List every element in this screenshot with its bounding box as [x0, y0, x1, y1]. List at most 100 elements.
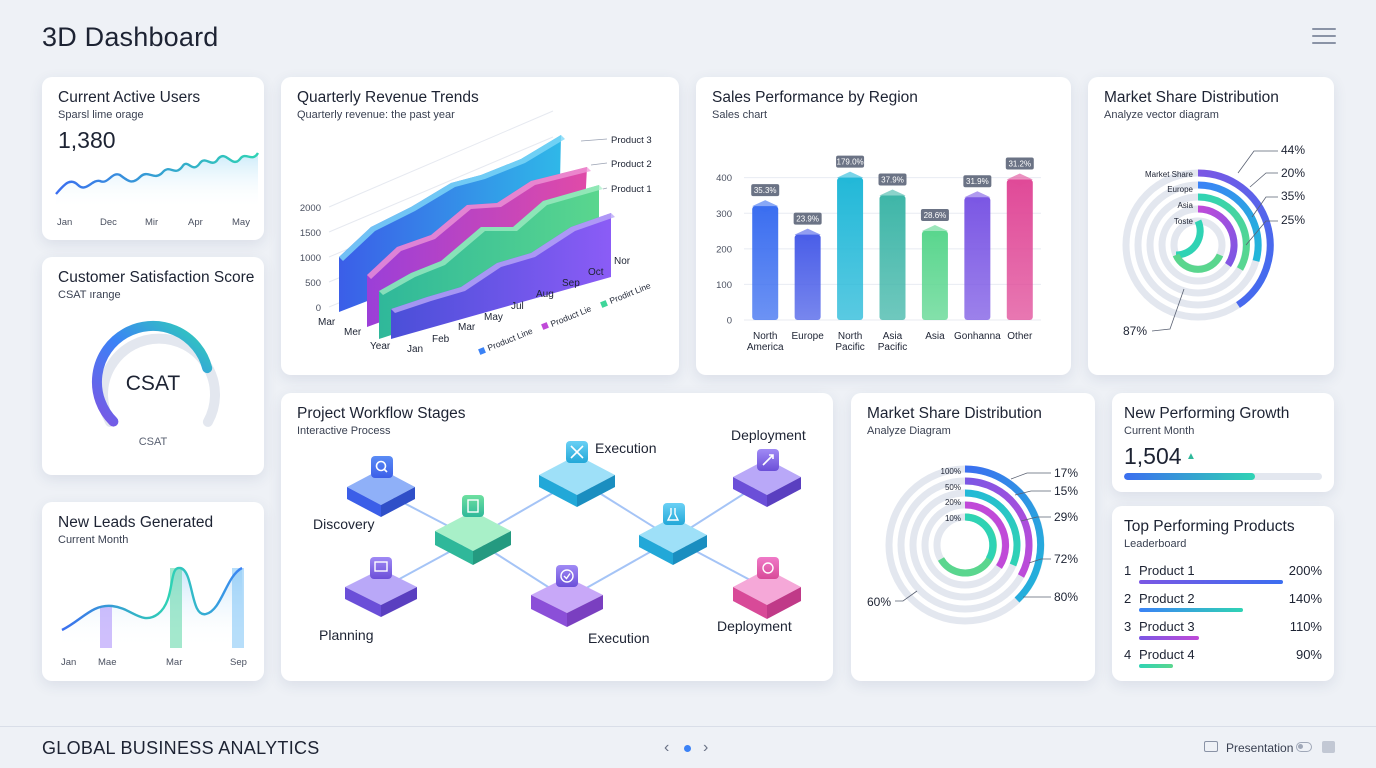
x-label: Apr: [188, 217, 203, 228]
x-label: Jan: [57, 217, 72, 228]
y-tick-label: 0: [727, 316, 732, 327]
node-deployment-bottom: [733, 557, 801, 619]
y-tick: 500: [305, 278, 321, 289]
data-label-badge: [793, 212, 822, 225]
bar-top: [921, 225, 948, 238]
x-label: May: [232, 217, 250, 228]
product-value: 200%: [1288, 563, 1322, 578]
ring-label: 20%: [945, 498, 961, 507]
percent-label: 25%: [1281, 213, 1305, 227]
card-subtitle: Interactive Process: [297, 425, 391, 437]
card-title: Top Performing Products: [1124, 518, 1295, 535]
card-title: Quarterly Revenue Trends: [297, 89, 479, 106]
x-tick-label: Gonhanna: [954, 331, 1001, 342]
x-tick-label: Pacific: [878, 342, 907, 353]
product-name: Product 3: [1139, 619, 1195, 634]
quarterly-revenue-card: Quarterly Revenue Trends Quarterly reven…: [281, 77, 679, 375]
data-label-badge: [1005, 157, 1034, 170]
x-label: Dec: [100, 217, 117, 228]
leaderboard-row: 2 Product 2 140%: [1124, 591, 1322, 617]
data-label: 28.6%: [924, 211, 947, 220]
bar: [794, 234, 821, 320]
page-indicator-dot[interactable]: [684, 745, 691, 752]
stage-label: Deployment: [731, 427, 806, 443]
y-tick-label: 100: [716, 280, 732, 291]
node-deployment-top: [733, 449, 801, 507]
product-bar: [1139, 664, 1173, 668]
data-label: 31.2%: [1008, 159, 1031, 168]
x-tick-label: Asia: [883, 331, 903, 342]
x-label: Mar: [458, 322, 476, 333]
x-label: Mer: [344, 327, 362, 338]
top-products-card: Top Performing Products Leaderboard 1 Pr…: [1112, 506, 1334, 681]
legend-label: Product 3: [611, 135, 652, 146]
card-title: Sales Performance by Region: [712, 89, 918, 106]
active-users-card: Current Active Users Sparsl lime orage 1…: [42, 77, 264, 240]
x-label: Nor: [614, 256, 631, 267]
stage-label: Execution: [595, 440, 656, 456]
bar-top: [794, 228, 821, 241]
node-discovery: [347, 456, 415, 517]
node-planning: [345, 557, 417, 617]
data-label-badge: [878, 173, 907, 186]
data-label: 179.0%: [837, 158, 864, 167]
line-label: Product Lie: [549, 303, 593, 328]
product-bar: [1139, 636, 1199, 640]
card-title: New Performing Growth: [1124, 405, 1290, 422]
percent-label: 80%: [1054, 590, 1078, 604]
leaderboard-row: 3 Product 3 110%: [1124, 619, 1322, 645]
bar-top: [964, 191, 991, 204]
data-label: 31.9%: [966, 177, 989, 186]
legend-label: Product 2: [611, 159, 652, 170]
product-bar: [1139, 608, 1243, 612]
toggle-icon[interactable]: [1296, 742, 1312, 752]
product-value: 110%: [1289, 619, 1322, 634]
page-title: 3D Dashboard: [42, 22, 219, 52]
ring-label: 100%: [941, 467, 961, 476]
product-value: 140%: [1288, 591, 1322, 606]
csat-gauge-fill: [91, 320, 213, 427]
presentation-icon[interactable]: [1204, 741, 1218, 752]
x-label: Jan: [407, 344, 423, 355]
card-subtitle: Analyze vector diagram: [1104, 109, 1219, 121]
product-bar: [1139, 580, 1283, 584]
rank: 4: [1124, 647, 1132, 662]
ring-label: Asia: [1177, 201, 1193, 210]
footer-brand: GLOBAL BUSINESS ANALYTICS: [42, 738, 320, 758]
active-users-value: 1,380: [58, 127, 116, 153]
leaderboard-row: 4 Product 4 90%: [1124, 647, 1322, 673]
x-tick-label: Other: [1007, 331, 1033, 342]
percent-label: 35%: [1281, 189, 1305, 203]
y-tick: 2000: [300, 203, 321, 214]
leaderboard-row: 1 Product 1 200%: [1124, 563, 1322, 589]
prev-page-icon[interactable]: ‹: [664, 739, 670, 756]
node-mid-right: [639, 503, 707, 565]
y-tick-label: 300: [716, 209, 732, 220]
percent-label: 44%: [1281, 143, 1305, 157]
sales-performance-card: Sales Performance by Region Sales chart …: [696, 77, 1071, 375]
percent-label: 60%: [867, 595, 891, 609]
workflow-card: Project Workflow Stages Interactive Proc…: [281, 393, 833, 681]
product-name: Product 4: [1139, 647, 1195, 662]
pagination: ‹ ›: [662, 739, 714, 757]
card-title: Market Share Distribution: [867, 405, 1042, 422]
sales-bar-chart: 010020030040035.3%NorthAmerica23.9%Europ…: [716, 155, 1041, 353]
product-name: Product 1: [1139, 563, 1195, 578]
market-share-mid-radial-chart: 17% 15% 29% 72% 80% 60% 100% 50% 20% 10%: [867, 465, 1078, 625]
market-share-mid-card: Market Share Distribution Analyze Diagra…: [851, 393, 1095, 681]
x-label: Mar: [166, 657, 182, 668]
presentation-label[interactable]: Presentation: [1226, 741, 1294, 755]
new-leads-chart: Jan Mae Mar Sep: [61, 566, 247, 668]
csat-gauge: CSAT CSAT: [91, 320, 220, 448]
next-page-icon[interactable]: ›: [703, 739, 709, 756]
percent-label: 20%: [1281, 166, 1305, 180]
x-tick-label: Europe: [792, 331, 825, 342]
fullscreen-icon[interactable]: [1322, 741, 1335, 753]
percent-label: 72%: [1054, 552, 1078, 566]
hamburger-menu-icon[interactable]: [1312, 28, 1336, 46]
csat-card: Customer Satisfaction Score CSAT ırange …: [42, 257, 264, 475]
card-subtitle: Quarterly revenue: the past year: [297, 109, 455, 121]
bar-top: [837, 171, 864, 184]
card-subtitle: Current Month: [1124, 425, 1195, 437]
data-label-badge: [836, 155, 865, 168]
